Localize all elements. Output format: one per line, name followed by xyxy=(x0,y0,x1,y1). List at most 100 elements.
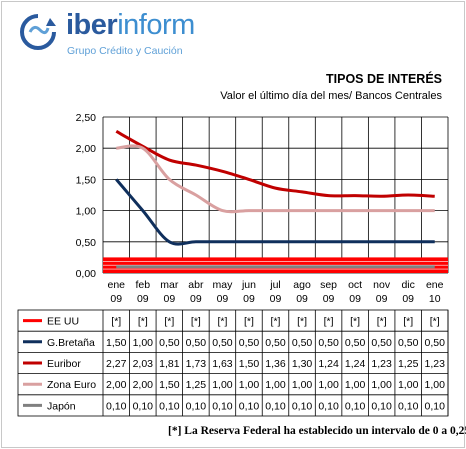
data-table-cell: 0,10 xyxy=(186,400,207,412)
data-table-cell: 2,00 xyxy=(106,379,127,391)
data-table-cell: [*] xyxy=(138,316,148,328)
data-table-cell: 1,00 xyxy=(318,379,339,391)
brand-logo-part1: iber xyxy=(66,9,118,41)
data-table-cell: 1,81 xyxy=(159,358,180,370)
data-table-cell: 1,00 xyxy=(133,337,154,349)
data-table-cell: 1,00 xyxy=(292,379,313,391)
legend-label-g-breta-a: G.Bretaña xyxy=(47,337,95,349)
x-tick-label-year: 09 xyxy=(243,293,255,305)
x-tick-label-year: 09 xyxy=(270,293,282,305)
x-tick-label-month: abr xyxy=(188,279,204,291)
data-table-cell: 0,50 xyxy=(425,337,446,349)
data-table-cell: 1,00 xyxy=(265,379,286,391)
x-tick-label-year: 09 xyxy=(402,293,414,305)
x-tick-label-year: 09 xyxy=(296,293,308,305)
y-tick-label: 0,00 xyxy=(76,268,97,280)
data-table-cell: 1,00 xyxy=(239,379,260,391)
data-table-cell: 0,50 xyxy=(345,337,366,349)
series-line-zona-euro xyxy=(116,144,435,214)
legend-label-zona-euro: Zona Euro xyxy=(47,379,96,391)
data-table-cell: 0,10 xyxy=(345,400,366,412)
y-tick-label: 0,50 xyxy=(76,237,97,249)
brand-logo: iberinform xyxy=(66,9,195,42)
x-tick-label-year: 09 xyxy=(164,293,176,305)
data-table-cell: 1,00 xyxy=(425,379,446,391)
y-tick-label: 2,50 xyxy=(76,112,97,124)
data-table-cell: 0,50 xyxy=(212,337,233,349)
data-table-cell: 0,50 xyxy=(265,337,286,349)
data-table-cell: 1,36 xyxy=(265,358,286,370)
data-table-cell: 1,30 xyxy=(292,358,313,370)
data-table-cell: 1,00 xyxy=(371,379,392,391)
data-table-cell: 2,00 xyxy=(133,379,154,391)
x-tick-label-month: sep xyxy=(320,279,337,291)
data-table-cell: 1,63 xyxy=(212,358,233,370)
data-table-cell: [*] xyxy=(191,316,201,328)
series-line-euribor xyxy=(115,130,435,198)
x-tick-label-year: 09 xyxy=(190,293,202,305)
data-table-cell: 1,50 xyxy=(239,358,260,370)
x-tick-label-month: ene xyxy=(108,279,126,291)
x-tick-label-month: mar xyxy=(160,279,179,291)
data-table-cell: 1,00 xyxy=(398,379,419,391)
data-table-cell: 1,24 xyxy=(345,358,366,370)
x-tick-label-month: ene xyxy=(426,279,444,291)
data-table-cell: 0,10 xyxy=(159,400,180,412)
data-table-cell: 1,25 xyxy=(398,358,419,370)
x-tick-label-month: may xyxy=(213,279,234,291)
data-table-cell: 0,10 xyxy=(239,400,260,412)
data-table-cell: 0,10 xyxy=(133,400,154,412)
series-line-g-breta-a xyxy=(115,178,435,246)
data-table-cell: [*] xyxy=(271,316,281,328)
data-table-cell: 0,50 xyxy=(398,337,419,349)
x-tick-label-year: 10 xyxy=(429,293,441,305)
x-tick-label-month: jun xyxy=(241,279,256,291)
y-tick-label: 1,50 xyxy=(76,174,97,186)
data-table-cell: 0,10 xyxy=(212,400,233,412)
data-table-cell: 0,50 xyxy=(239,337,260,349)
data-table-cell: 0,50 xyxy=(318,337,339,349)
data-table-cell: 1,50 xyxy=(106,337,127,349)
chart-title: TIPOS DE INTERÉS xyxy=(326,72,442,86)
y-tick-label: 1,00 xyxy=(76,206,97,218)
brand-logo-part2: inform xyxy=(117,9,195,41)
data-table-cell: [*] xyxy=(297,316,307,328)
chart-footnote: [*] La Reserva Federal ha establecido un… xyxy=(168,425,466,437)
data-table-cell: [*] xyxy=(403,316,413,328)
data-table-cell: [*] xyxy=(244,316,254,328)
x-tick-label-year: 09 xyxy=(137,293,149,305)
data-table-cell: [*] xyxy=(111,316,121,328)
data-table-cell: 1,50 xyxy=(159,379,180,391)
data-table-cell: 0,10 xyxy=(106,400,127,412)
x-tick-label-year: 09 xyxy=(217,293,229,305)
chart-subtitle: Valor el último día del mes/ Bancos Cent… xyxy=(220,90,442,102)
data-table-cell: 1,24 xyxy=(318,358,339,370)
data-table-cell: 0,10 xyxy=(292,400,313,412)
data-table-cell: [*] xyxy=(430,316,440,328)
x-tick-label-year: 09 xyxy=(349,293,361,305)
data-table-cell: 0,10 xyxy=(318,400,339,412)
data-table-cell: 0,10 xyxy=(371,400,392,412)
data-table-cell: 1,73 xyxy=(186,358,207,370)
data-table-cell: 0,10 xyxy=(398,400,419,412)
x-tick-label-month: jul xyxy=(269,279,281,291)
data-table-cell: 1,25 xyxy=(186,379,207,391)
data-table-cell: 1,00 xyxy=(345,379,366,391)
data-table-cell: 0,50 xyxy=(186,337,207,349)
x-tick-label-month: feb xyxy=(136,279,151,291)
x-tick-label-year: 09 xyxy=(110,293,122,305)
logo-icon xyxy=(20,14,56,50)
legend-label-ee-uu: EE UU xyxy=(47,316,79,328)
data-table-cell: [*] xyxy=(324,316,334,328)
data-table-cell: 2,27 xyxy=(106,358,127,370)
data-table-cell: 1,00 xyxy=(212,379,233,391)
data-table-cell: 0,50 xyxy=(159,337,180,349)
data-table-cell: [*] xyxy=(377,316,387,328)
brand-tagline: Grupo Crédito y Caución xyxy=(67,45,183,57)
legend-label-jap-n: Japón xyxy=(47,400,76,412)
data-table-cell: [*] xyxy=(217,316,227,328)
data-table-cell: 1,23 xyxy=(371,358,392,370)
x-tick-label-month: nov xyxy=(373,279,391,291)
